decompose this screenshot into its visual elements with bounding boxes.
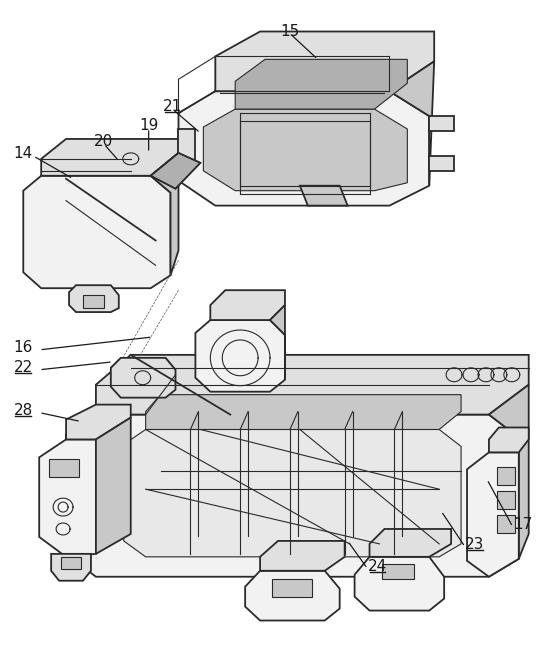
Polygon shape: [210, 290, 285, 320]
Text: 22: 22: [14, 360, 33, 375]
Text: 19: 19: [139, 118, 158, 133]
Polygon shape: [179, 129, 196, 161]
Polygon shape: [497, 467, 515, 485]
Polygon shape: [270, 305, 285, 380]
Polygon shape: [215, 31, 434, 91]
Polygon shape: [179, 91, 429, 206]
Polygon shape: [203, 109, 407, 191]
Text: 23: 23: [465, 537, 485, 552]
Polygon shape: [355, 557, 444, 610]
Text: 17: 17: [513, 517, 532, 532]
Polygon shape: [370, 529, 451, 557]
Polygon shape: [467, 453, 519, 577]
Polygon shape: [235, 60, 407, 109]
Polygon shape: [145, 395, 461, 430]
Polygon shape: [429, 156, 454, 171]
Polygon shape: [489, 384, 529, 559]
Text: 20: 20: [94, 134, 114, 149]
Polygon shape: [429, 116, 454, 131]
Polygon shape: [300, 186, 348, 206]
Text: 24: 24: [368, 559, 387, 574]
Polygon shape: [196, 320, 285, 392]
Polygon shape: [83, 295, 104, 308]
Polygon shape: [41, 139, 179, 176]
Polygon shape: [245, 571, 339, 620]
Polygon shape: [497, 515, 515, 533]
Text: 15: 15: [280, 24, 300, 39]
Polygon shape: [69, 285, 119, 312]
Polygon shape: [150, 153, 179, 275]
Polygon shape: [489, 428, 529, 453]
Text: 21: 21: [163, 99, 182, 114]
Polygon shape: [124, 430, 461, 557]
Polygon shape: [66, 415, 519, 577]
Polygon shape: [382, 564, 414, 579]
Polygon shape: [150, 153, 201, 189]
Polygon shape: [96, 417, 131, 554]
Polygon shape: [111, 358, 176, 398]
Polygon shape: [23, 176, 170, 288]
Polygon shape: [390, 62, 434, 186]
Text: 28: 28: [14, 403, 33, 418]
Text: 16: 16: [14, 340, 33, 355]
Polygon shape: [49, 459, 79, 477]
Polygon shape: [272, 579, 312, 597]
Polygon shape: [51, 554, 91, 581]
Polygon shape: [66, 405, 131, 440]
Polygon shape: [61, 557, 81, 569]
Polygon shape: [39, 440, 96, 557]
Text: 14: 14: [14, 146, 33, 161]
Polygon shape: [96, 355, 529, 415]
Polygon shape: [260, 541, 344, 571]
Polygon shape: [497, 491, 515, 509]
